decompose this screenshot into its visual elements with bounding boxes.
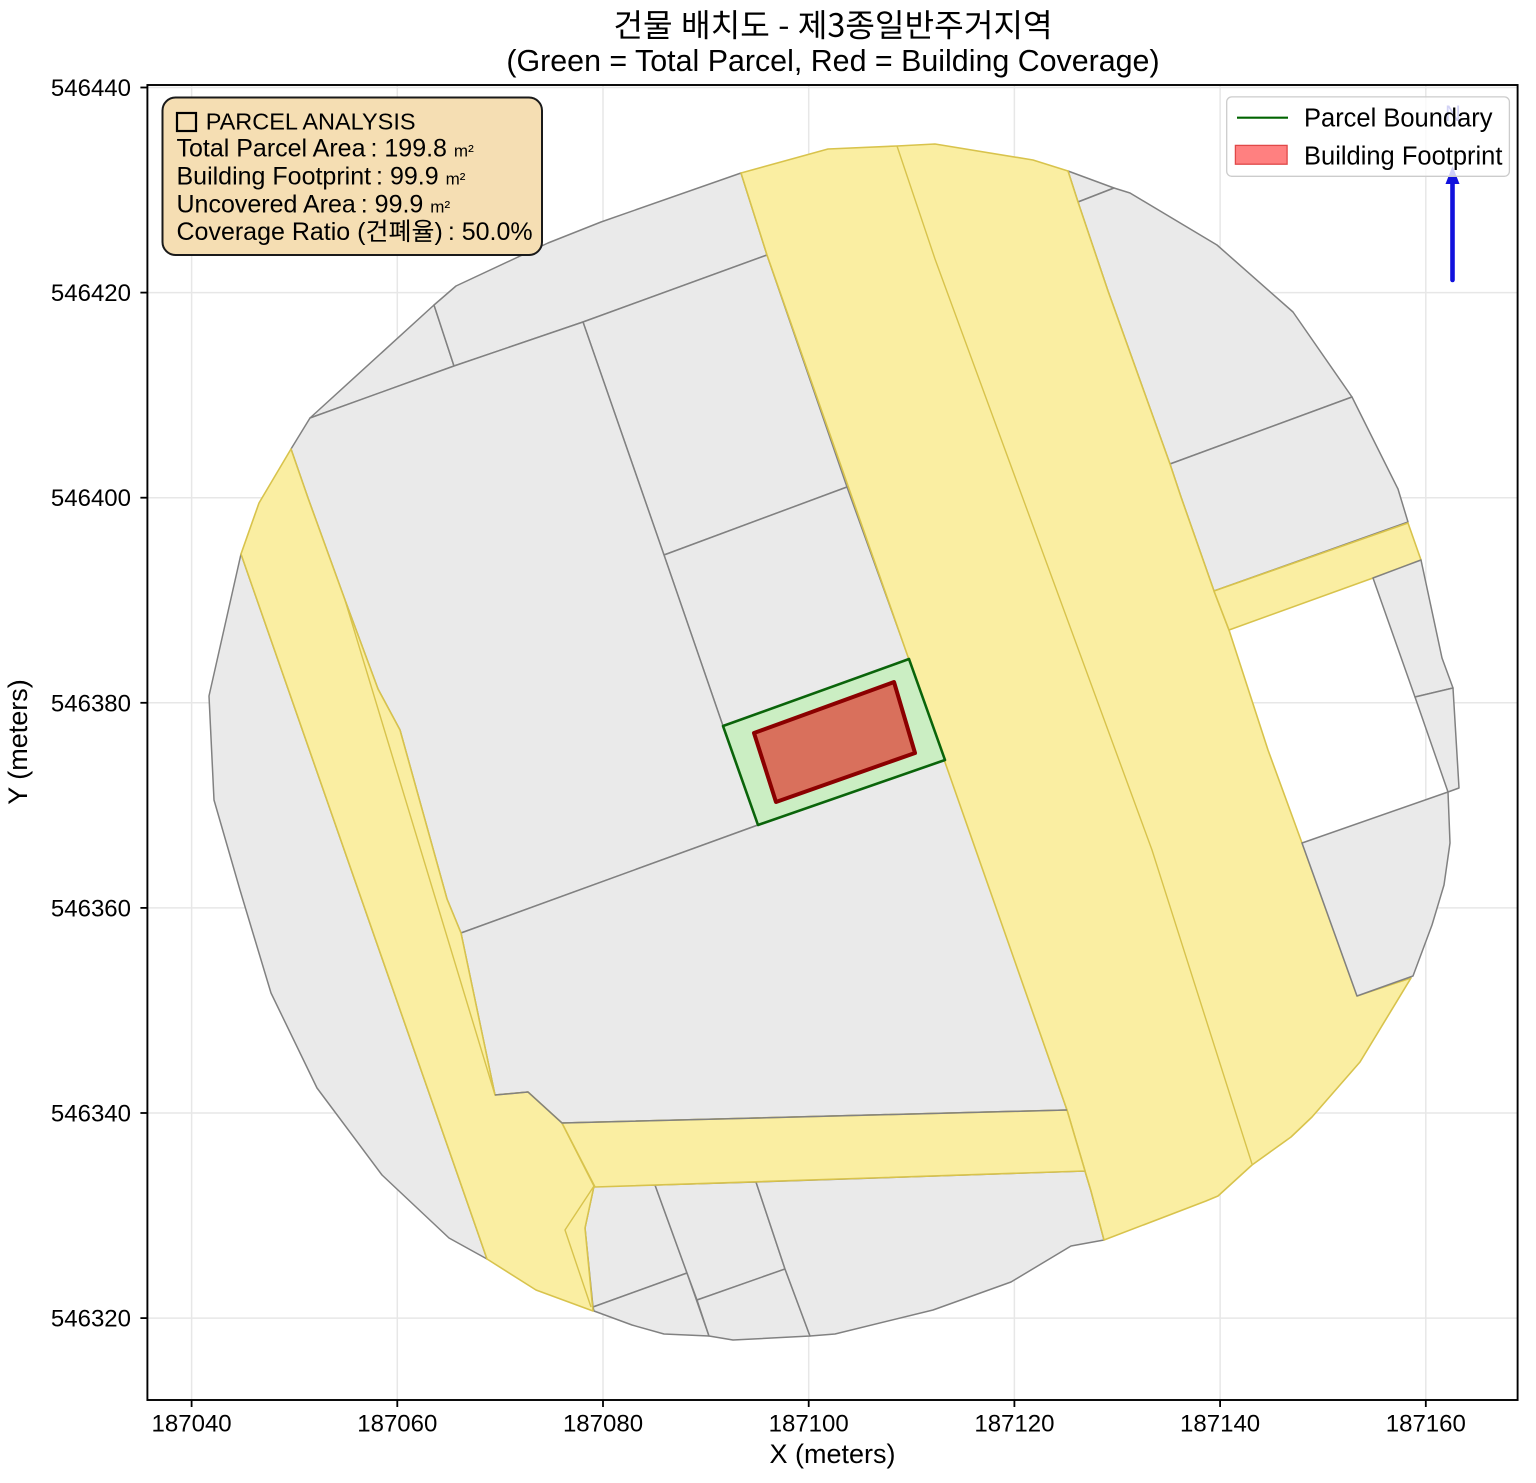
svg-text:546320: 546320 bbox=[51, 1306, 131, 1333]
svg-text:Coverage Ratio (: Coverage Ratio ( bbox=[177, 218, 367, 246]
svg-text:546440: 546440 bbox=[51, 75, 131, 102]
svg-text:Y (meters): Y (meters) bbox=[3, 679, 33, 805]
svg-text:PARCEL ANALYSIS: PARCEL ANALYSIS bbox=[206, 108, 416, 134]
svg-text:546380: 546380 bbox=[51, 690, 131, 717]
svg-text:(Green = Total Parcel, Red = B: (Green = Total Parcel, Red = Building Co… bbox=[506, 44, 1159, 78]
svg-text:) : 50.0%: ) : 50.0% bbox=[435, 218, 533, 246]
svg-text:187100: 187100 bbox=[769, 1411, 849, 1438]
svg-text:187120: 187120 bbox=[974, 1411, 1054, 1438]
svg-text:Building Footprint: Building Footprint bbox=[1304, 143, 1502, 171]
svg-text:187040: 187040 bbox=[152, 1411, 232, 1438]
svg-text:187080: 187080 bbox=[563, 1411, 643, 1438]
svg-text:Uncovered Area : 99.9 m²: Uncovered Area : 99.9 m² bbox=[177, 190, 451, 218]
svg-text:546400: 546400 bbox=[51, 485, 131, 512]
svg-text:X (meters): X (meters) bbox=[769, 1439, 895, 1469]
svg-text:187160: 187160 bbox=[1386, 1411, 1466, 1438]
svg-text:546360: 546360 bbox=[51, 895, 131, 922]
svg-text:Building Footprint : 99.9 m²: Building Footprint : 99.9 m² bbox=[177, 162, 466, 190]
svg-text:546340: 546340 bbox=[51, 1101, 131, 1128]
svg-text:187140: 187140 bbox=[1180, 1411, 1260, 1438]
svg-text:546420: 546420 bbox=[51, 280, 131, 307]
svg-text:Parcel Boundary: Parcel Boundary bbox=[1304, 104, 1493, 132]
svg-text:187060: 187060 bbox=[357, 1411, 437, 1438]
svg-text:Total Parcel Area : 199.8 m²: Total Parcel Area : 199.8 m² bbox=[177, 135, 475, 163]
